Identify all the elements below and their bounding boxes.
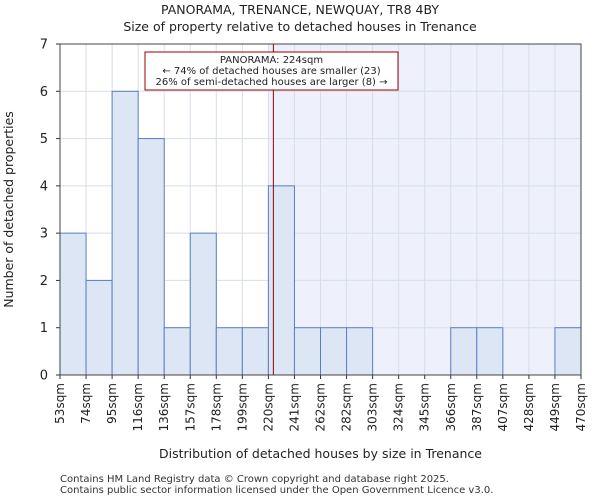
x-tick-label: 157sqm bbox=[183, 383, 197, 431]
annotation-line1: PANORAMA: 224sqm bbox=[220, 55, 323, 66]
footer-copyright: Contains HM Land Registry data © Crown c… bbox=[60, 474, 449, 485]
x-tick-label: 241sqm bbox=[287, 383, 301, 431]
bar-178sqm bbox=[215, 327, 243, 376]
x-tick-label: 324sqm bbox=[392, 383, 406, 431]
x-tick-label: 407sqm bbox=[496, 383, 510, 431]
annotation-frame bbox=[144, 51, 399, 91]
x-tick-label: 95sqm bbox=[105, 383, 119, 424]
x-tick-label: 178sqm bbox=[209, 383, 223, 431]
x-tick-label: 387sqm bbox=[470, 383, 484, 431]
y-tick-label: 2 bbox=[40, 274, 48, 289]
bar-366sqm bbox=[450, 327, 478, 376]
bar-387sqm bbox=[476, 327, 504, 376]
x-tick-label: 74sqm bbox=[79, 383, 93, 424]
bar-241sqm bbox=[293, 327, 322, 376]
x-tick-label: 470sqm bbox=[574, 383, 588, 431]
bar-262sqm bbox=[320, 327, 348, 376]
annotation-box: PANORAMA: 224sqm ← 74% of detached house… bbox=[144, 51, 399, 91]
bar-157sqm bbox=[189, 232, 217, 376]
chart-title-line2: Size of property relative to detached ho… bbox=[123, 19, 477, 34]
bar-95sqm bbox=[111, 90, 139, 376]
y-tick-label: 4 bbox=[40, 179, 48, 194]
annotation-line2: ← 74% of detached houses are smaller (23… bbox=[162, 66, 380, 77]
x-tick-label: 345sqm bbox=[418, 383, 432, 431]
bar-449sqm bbox=[554, 327, 582, 376]
x-tick-label: 136sqm bbox=[157, 383, 171, 431]
x-axis-label: Distribution of detached houses by size … bbox=[159, 446, 482, 461]
x-tick-label: 199sqm bbox=[235, 383, 249, 431]
bars bbox=[59, 90, 582, 376]
chart-title-line1: PANORAMA, TRENANCE, NEWQUAY, TR8 4BY bbox=[160, 2, 440, 17]
bar-282sqm bbox=[346, 327, 374, 376]
x-tick-label: 282sqm bbox=[340, 383, 354, 431]
y-axis-label: Number of detached properties bbox=[1, 111, 16, 308]
bar-74sqm bbox=[85, 279, 113, 376]
bar-53sqm bbox=[59, 232, 87, 376]
y-tick-label: 7 bbox=[40, 38, 48, 53]
footer-licence: Contains public sector information licen… bbox=[60, 485, 494, 496]
y-tick-label: 5 bbox=[40, 132, 48, 147]
bar-116sqm bbox=[137, 138, 165, 376]
x-tick-label: 53sqm bbox=[53, 383, 67, 424]
y-tick-label: 1 bbox=[40, 321, 48, 336]
y-tick-label: 0 bbox=[40, 369, 48, 384]
x-axis-ticks: 53sqm 74sqm 95sqm 116sqm 136sqm 157sqm 178sqm 1… bbox=[53, 375, 588, 431]
y-tick-label: 6 bbox=[40, 85, 48, 100]
annotation-line3: 26% of semi-detached houses are larger (… bbox=[155, 77, 387, 88]
x-tick-label: 220sqm bbox=[261, 383, 275, 431]
y-tick-label: 3 bbox=[40, 227, 48, 242]
x-tick-label: 262sqm bbox=[314, 383, 328, 431]
y-axis-ticks: 0 1 2 3 4 5 6 7 bbox=[40, 38, 60, 384]
x-tick-label: 303sqm bbox=[366, 383, 380, 431]
x-tick-label: 366sqm bbox=[444, 383, 458, 431]
x-tick-label: 449sqm bbox=[548, 383, 562, 431]
bar-199sqm bbox=[241, 327, 269, 376]
plot-border bbox=[59, 43, 582, 376]
x-tick-label: 428sqm bbox=[522, 383, 536, 431]
bar-220sqm bbox=[267, 185, 295, 376]
bar-136sqm bbox=[163, 327, 191, 376]
x-tick-label: 116sqm bbox=[131, 383, 145, 431]
